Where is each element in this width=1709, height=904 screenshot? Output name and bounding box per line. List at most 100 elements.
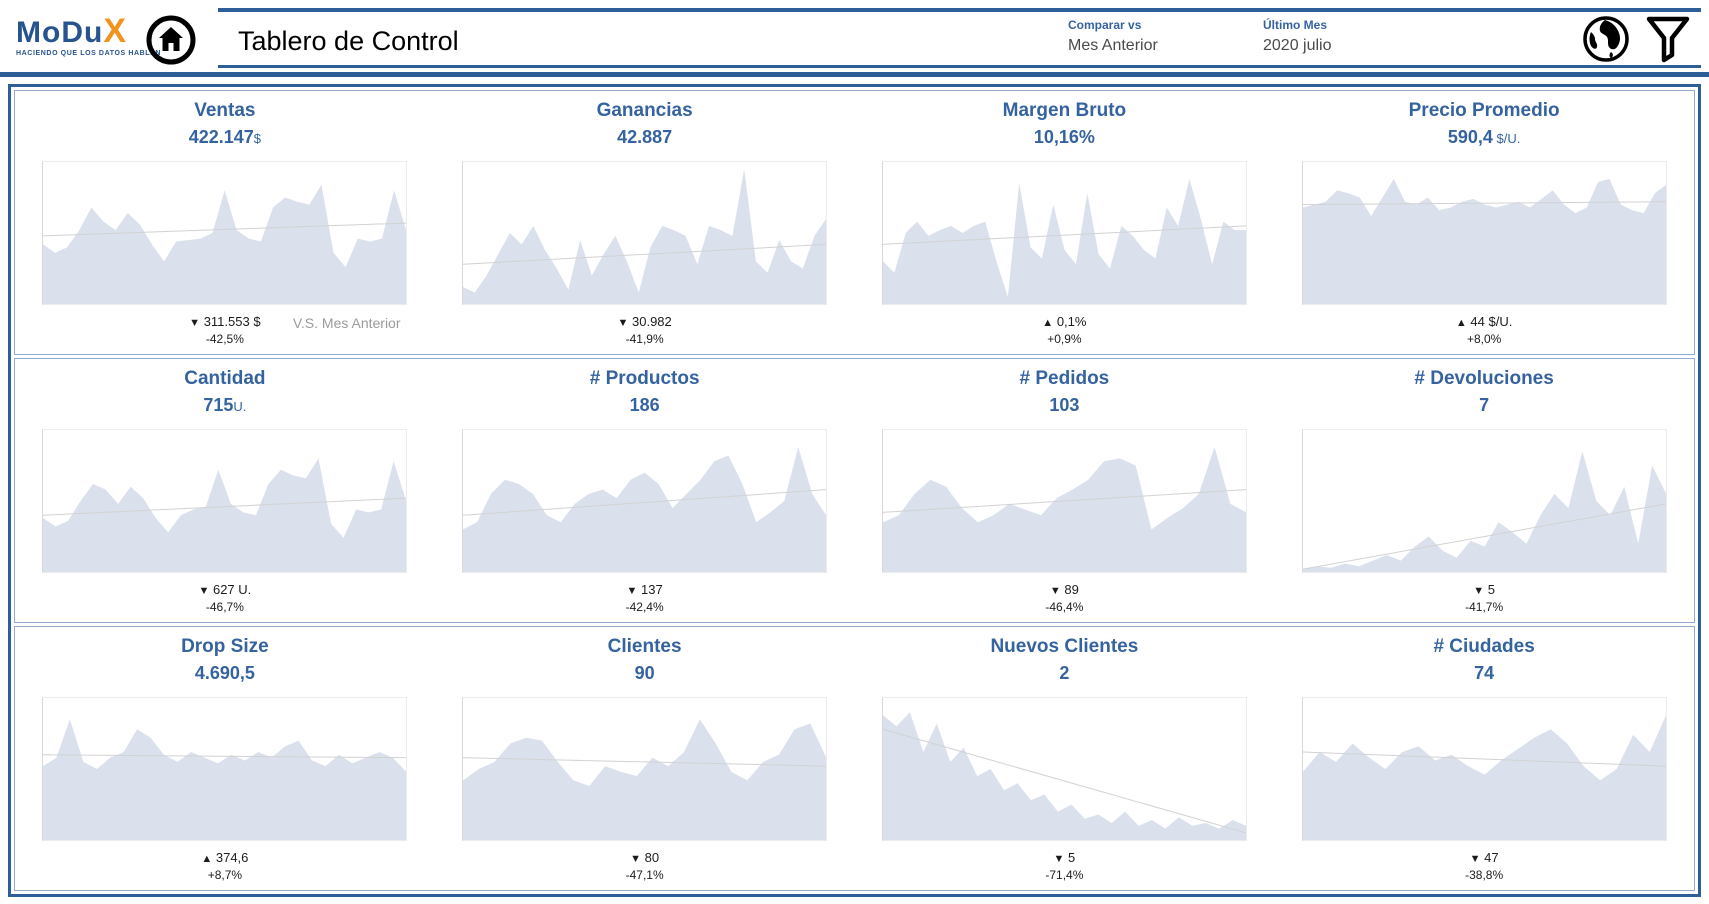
- delta-pct: +8,0%: [1466, 332, 1502, 346]
- delta-pct: -41,9%: [625, 332, 664, 346]
- delta-value: 627 U.: [212, 582, 252, 597]
- kpi-card-margen-bruto: Margen Bruto 10,16% ▲ 0,1% +0,9%: [855, 91, 1275, 354]
- delta-arrow: ▼: [198, 585, 210, 597]
- modux-logo: MoDuX HACIENDO QUE LOS DATOS HABLEN: [16, 12, 216, 57]
- delta-arrow: ▼: [630, 853, 642, 865]
- logo-text: MoDuX: [16, 12, 127, 50]
- kpi-delta: ▼ 627 U. -46,7%: [198, 582, 251, 614]
- delta-arrow: ▲: [1042, 317, 1054, 329]
- kpi-title: # Pedidos: [1019, 368, 1110, 389]
- delta-value: 374,6: [215, 850, 249, 865]
- header-icons: [1581, 14, 1691, 64]
- kpi-delta: ▼ 5 -71,4%: [1045, 850, 1083, 882]
- kpi-unit: U.: [233, 399, 247, 414]
- kpi-title: Cantidad: [184, 368, 266, 389]
- kpi-delta: ▲ 44 $/U. +8,0%: [1456, 314, 1512, 346]
- kpi-card-ganancias: Ganancias 42.887 ▼ 30.982 -41,9%: [435, 91, 855, 354]
- delta-pct: +0,9%: [1047, 332, 1082, 346]
- globe-icon[interactable]: [1581, 14, 1631, 64]
- kpi-title: Precio Promedio: [1408, 100, 1560, 121]
- compare-label: Comparar vs: [1068, 18, 1142, 32]
- delta-arrow: ▼: [617, 317, 629, 329]
- last-month-value[interactable]: 2020 julio: [1263, 37, 1332, 54]
- header-divider: [0, 72, 1709, 77]
- kpi-title: Ganancias: [596, 100, 693, 121]
- kpi-delta: ▼ 47 -38,8%: [1465, 850, 1503, 882]
- kpi-delta: ▲ 0,1% +0,9%: [1042, 314, 1086, 346]
- delta-value: 137: [641, 582, 663, 597]
- kpi-value: 590,4 $/U.: [1447, 127, 1521, 147]
- kpi-title: Clientes: [607, 636, 682, 657]
- kpi-card-clientes: Clientes 90 ▼ 80 -47,1%: [435, 627, 855, 890]
- kpi-sparkline[interactable]: [462, 429, 828, 573]
- delta-arrow: ▼: [1473, 585, 1485, 597]
- delta-value: 89: [1064, 582, 1079, 597]
- logo-tagline: HACIENDO QUE LOS DATOS HABLEN: [16, 50, 162, 57]
- delta-value: 0,1%: [1056, 314, 1087, 329]
- kpi-row-2: Cantidad 715U. ▼ 627 U. -46,7% # Product…: [14, 358, 1695, 623]
- delta-value: 30.982: [632, 314, 672, 329]
- kpi-sparkline[interactable]: [881, 697, 1247, 841]
- delta-arrow: ▲: [1455, 317, 1467, 329]
- kpi-value: 4.690,5: [194, 663, 255, 683]
- kpi-card-productos: # Productos 186 ▼ 137 -42,4%: [435, 359, 855, 622]
- delta-arrow: ▼: [626, 585, 638, 597]
- kpi-sparkline[interactable]: [1301, 697, 1667, 841]
- kpi-sparkline[interactable]: [1301, 429, 1667, 573]
- kpi-sparkline[interactable]: [881, 429, 1247, 573]
- kpi-sparkline[interactable]: [881, 161, 1247, 305]
- delta-arrow: ▼: [1053, 853, 1065, 865]
- compare-filter[interactable]: Comparar vs Mes Anterior: [1068, 18, 1158, 55]
- delta-pct: -46,4%: [1045, 600, 1084, 614]
- home-button[interactable]: [145, 14, 197, 66]
- last-month-label: Último Mes: [1263, 18, 1328, 32]
- kpi-value: 10,16%: [1033, 127, 1095, 147]
- delta-value: 47: [1484, 850, 1499, 865]
- kpi-delta: ▼ 311.553 $ -42,5% V.S. Mes Anterior: [189, 314, 400, 346]
- delta-value: 311.553 $: [203, 314, 261, 329]
- kpi-title: # Devoluciones: [1414, 368, 1554, 389]
- delta-value: 80: [644, 850, 660, 865]
- kpi-delta: ▼ 137 -42,4%: [626, 582, 664, 614]
- kpi-value: 90: [634, 663, 655, 683]
- kpi-value: 42.887: [617, 127, 673, 147]
- kpi-delta: ▼ 5 -41,7%: [1465, 582, 1503, 614]
- kpi-value: 715U.: [203, 395, 247, 415]
- compare-value[interactable]: Mes Anterior: [1068, 37, 1158, 54]
- kpi-title: # Ciudades: [1433, 636, 1535, 657]
- kpi-sparkline[interactable]: [42, 161, 408, 305]
- delta-value: 5: [1068, 850, 1076, 865]
- title-bar: Tablero de Control Comparar vs Mes Anter…: [218, 8, 1701, 68]
- kpi-value: 422.147$: [188, 127, 262, 147]
- delta-arrow: ▼: [189, 317, 201, 329]
- kpi-card-devoluciones: # Devoluciones 7 ▼ 5 -41,7%: [1274, 359, 1694, 622]
- filter-icon[interactable]: [1645, 14, 1691, 64]
- delta-arrow: ▼: [1469, 853, 1481, 865]
- delta-arrow: ▲: [201, 853, 213, 865]
- kpi-title: Ventas: [194, 100, 256, 121]
- delta-pct: -47,1%: [625, 868, 664, 882]
- kpi-title: Margen Bruto: [1002, 100, 1127, 121]
- kpi-delta: ▼ 89 -46,4%: [1045, 582, 1083, 614]
- page-title: Tablero de Control: [238, 26, 459, 56]
- kpi-title: Nuevos Clientes: [990, 636, 1139, 657]
- delta-value: 5: [1487, 582, 1495, 597]
- kpi-title: Drop Size: [181, 636, 269, 657]
- kpi-delta: ▼ 80 -47,1%: [626, 850, 664, 882]
- header: MoDuX HACIENDO QUE LOS DATOS HABLEN Tabl…: [0, 0, 1709, 80]
- dashboard-grid: Ventas 422.147$ ▼ 311.553 $ -42,5% V.S. …: [8, 84, 1701, 897]
- kpi-sparkline[interactable]: [462, 161, 828, 305]
- kpi-sparkline[interactable]: [1301, 161, 1667, 305]
- kpi-card-drop-size: Drop Size 4.690,5 ▲ 374,6 +8,7%: [15, 627, 435, 890]
- delta-pct: -38,8%: [1465, 868, 1504, 882]
- kpi-sparkline[interactable]: [42, 429, 408, 573]
- kpi-sparkline[interactable]: [462, 697, 828, 841]
- kpi-card-ciudades: # Ciudades 74 ▼ 47 -38,8%: [1274, 627, 1694, 890]
- delta-arrow: ▼: [1049, 585, 1061, 597]
- last-month-filter[interactable]: Último Mes 2020 julio: [1263, 18, 1332, 55]
- kpi-delta: ▲ 374,6 +8,7%: [201, 850, 248, 882]
- kpi-value: 103: [1049, 395, 1080, 415]
- kpi-unit: $/U.: [1492, 131, 1521, 146]
- delta-pct: -42,4%: [625, 600, 664, 614]
- kpi-sparkline[interactable]: [42, 697, 408, 841]
